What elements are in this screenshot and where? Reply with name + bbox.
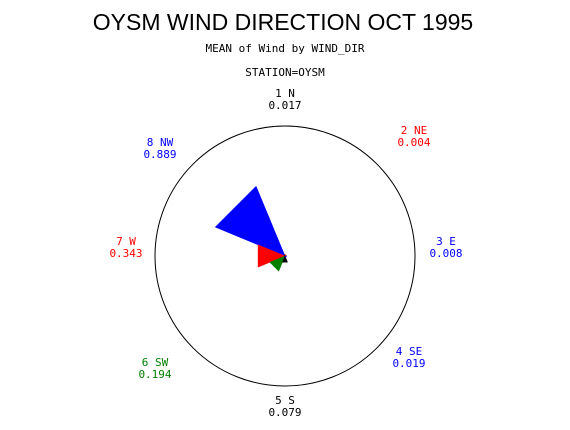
station-label: STATION=OYSM — [245, 66, 325, 79]
chart-subtitle: MEAN of Wind by WIND_DIR — [206, 42, 365, 55]
direction-label-group: 1 N0.017 2 NE0.004 3 E0.008 4 SE0.019 5 S0.0… — [109, 87, 462, 419]
wedge-group — [214, 185, 288, 272]
direction-value-sw: 0.194 — [138, 368, 171, 381]
wind-wedge-sw — [269, 255, 286, 272]
direction-label-ne: 2 NE — [401, 124, 428, 137]
direction-label-sw: 6 SW — [142, 356, 169, 369]
direction-value-w: 0.343 — [109, 247, 142, 260]
direction-label-e: 3 E — [436, 235, 456, 248]
direction-label-n: 1 N — [275, 87, 295, 100]
wind-wedge-ne — [284, 254, 287, 257]
chart-title: OYSM WIND DIRECTION OCT 1995 — [93, 9, 473, 35]
direction-label-s: 5 S — [275, 394, 295, 407]
wind-wedge-nw — [214, 185, 286, 257]
direction-label-se: 4 SE — [396, 345, 423, 358]
wind-wedge-s — [282, 255, 288, 263]
direction-value-e: 0.008 — [429, 247, 462, 260]
direction-value-ne: 0.004 — [397, 136, 430, 149]
compass-circle — [154, 125, 416, 387]
direction-value-n: 0.017 — [268, 99, 301, 112]
direction-value-nw: 0.889 — [143, 148, 176, 161]
direction-value-s: 0.079 — [268, 406, 301, 419]
direction-label-w: 7 W — [116, 235, 136, 248]
direction-value-se: 0.019 — [392, 357, 425, 370]
direction-label-nw: 8 NW — [147, 136, 174, 149]
